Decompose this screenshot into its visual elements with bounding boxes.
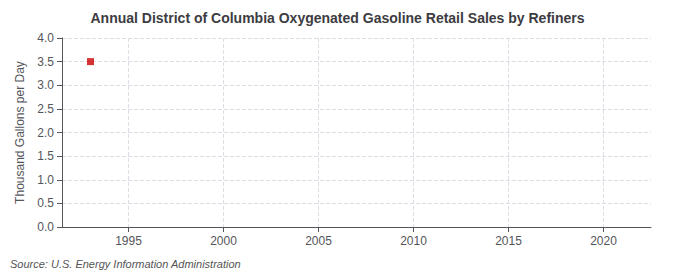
svg-text:Thousand Gallons per Day: Thousand Gallons per Day [13,61,27,204]
svg-text:2020: 2020 [590,234,617,248]
svg-text:4.0: 4.0 [37,31,54,45]
svg-text:1.5: 1.5 [37,149,54,163]
svg-text:3.0: 3.0 [37,78,54,92]
svg-text:Annual District of Columbia Ox: Annual District of Columbia Oxygenated G… [90,10,584,26]
svg-text:Source: U.S. Energy Informatio: Source: U.S. Energy Information Administ… [10,258,241,270]
svg-text:1.0: 1.0 [37,173,54,187]
svg-text:2015: 2015 [495,234,522,248]
svg-text:0.0: 0.0 [37,220,54,234]
svg-text:2000: 2000 [210,234,237,248]
svg-text:2.5: 2.5 [37,102,54,116]
svg-text:1995: 1995 [115,234,142,248]
svg-text:0.5: 0.5 [37,196,54,210]
svg-text:2005: 2005 [305,234,332,248]
svg-text:2010: 2010 [400,234,427,248]
svg-text:2.0: 2.0 [37,126,54,140]
svg-text:3.5: 3.5 [37,55,54,69]
